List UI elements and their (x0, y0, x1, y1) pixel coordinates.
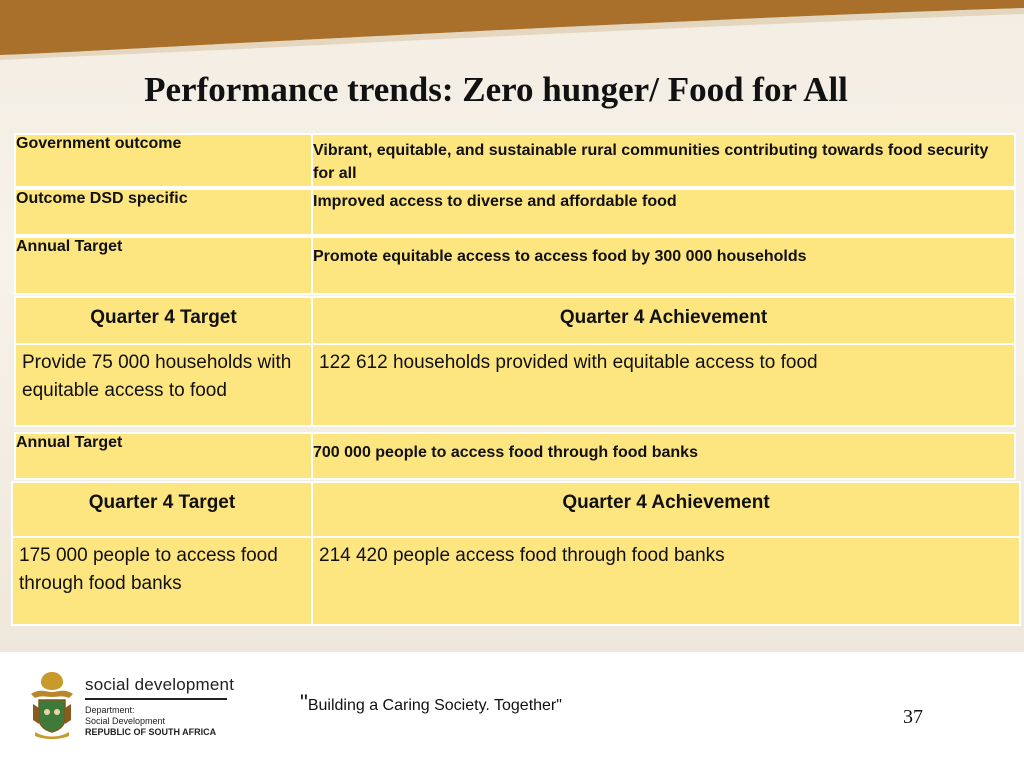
logo-divider (85, 698, 227, 700)
slogan-open-quote: " (300, 690, 308, 715)
quarter-1-achievement-header: Quarter 4 Achievement (311, 296, 1016, 345)
coat-of-arms-logo (31, 672, 73, 739)
quarter-1-achievement: 122 612 households provided with equitab… (311, 343, 1016, 427)
logo-line-2: Social Development (85, 716, 166, 726)
quarter-2-target: 175 000 people to access food through fo… (11, 536, 313, 626)
quarter-1-target: Provide 75 000 households with equitable… (14, 343, 313, 427)
logo-line-3: REPUBLIC OF SOUTH AFRICA (85, 727, 217, 737)
government-outcome-row: Government outcome Vibrant, equitable, a… (14, 133, 1016, 188)
slide-title: Performance trends: Zero hunger/ Food fo… (144, 70, 848, 109)
quarter-block-2: Quarter 4 Target Quarter 4 Achievement 1… (11, 481, 1021, 626)
page-number: 37 (903, 706, 923, 728)
annual-target-2-value: 700 000 people to access food through fo… (311, 432, 1016, 480)
department-logo-text: social development Department: Social De… (85, 675, 234, 738)
top-decorative-band (0, 0, 1024, 60)
annual-target-1-value: Promote equitable access to access food … (311, 236, 1016, 295)
logo-brand: social development (85, 675, 235, 694)
annual-target-1-row: Annual Target Promote equitable access t… (14, 236, 1016, 295)
government-outcome-value: Vibrant, equitable, and sustainable rura… (311, 133, 1016, 188)
outcome-dsd-value: Improved access to diverse and affordabl… (311, 188, 1016, 236)
slogan-text: Building a Caring Society. Together" (307, 697, 562, 714)
outcome-dsd-row: Outcome DSD specific Improved access to … (14, 188, 1016, 236)
footer-slogan: "Building a Caring Society. Together" (300, 690, 562, 716)
quarter-2-target-header: Quarter 4 Target (11, 481, 313, 538)
annual-target-2-row: Annual Target 700 000 people to access f… (14, 432, 1016, 480)
quarter-2-achievement: 214 420 people access food through food … (311, 536, 1021, 626)
logo-line-1: Department: (85, 705, 135, 715)
quarter-1-target-header: Quarter 4 Target (14, 296, 313, 345)
government-outcome-label: Government outcome (14, 133, 313, 188)
annual-target-1-label: Annual Target (14, 236, 313, 295)
annual-target-2-label: Annual Target (14, 432, 313, 480)
quarter-2-achievement-header: Quarter 4 Achievement (311, 481, 1021, 538)
outcome-dsd-label: Outcome DSD specific (14, 188, 313, 236)
quarter-block-1: Quarter 4 Target Quarter 4 Achievement P… (14, 296, 1016, 427)
